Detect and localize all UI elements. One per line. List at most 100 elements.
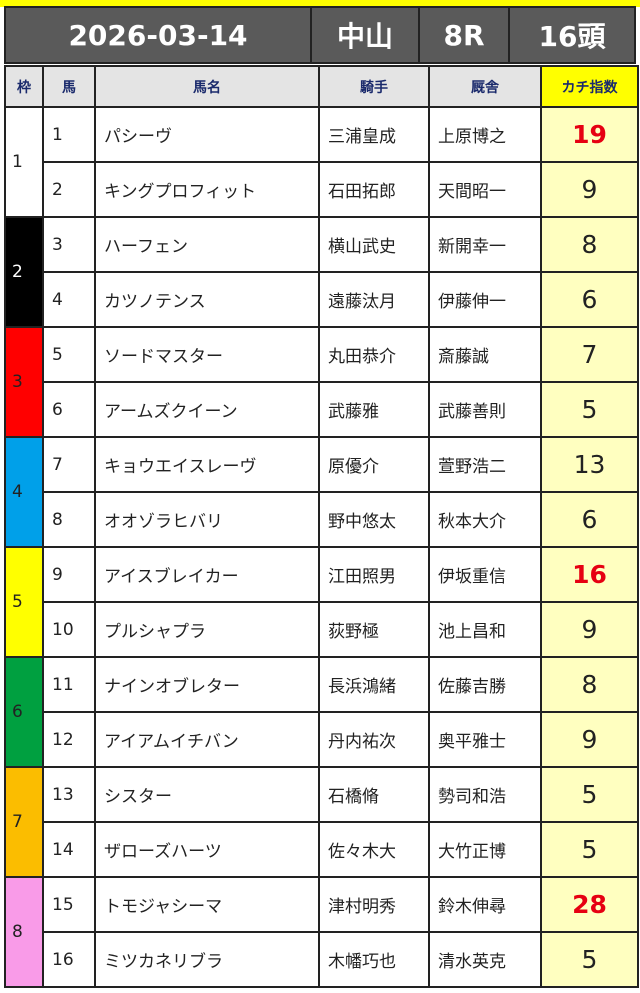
race-venue: 中山 [312,8,420,62]
table-row: 8 オオゾラヒバリ 野中悠太 秋本大介 6 [5,491,639,548]
horse-number: 11 [42,656,96,713]
horse-name: アームズクイーン [94,381,320,438]
kachi-index: 9 [540,601,639,658]
kachi-index: 5 [540,766,639,823]
jockey-name: 津村明秀 [318,876,430,933]
table-row: 4 7 キョウエイスレーヴ 原優介 萱野浩二 13 [4,436,639,548]
kachi-index: 8 [540,656,639,713]
kachi-index: 5 [540,381,639,438]
horse-name: パシーヴ [94,106,320,163]
trainer-name: 池上昌和 [428,601,542,658]
horse-number: 4 [42,271,96,328]
table-row: 12 アイアムイチバン 丹内祐次 奥平雅士 9 [5,711,639,768]
trainer-name: 奥平雅士 [428,711,542,768]
jockey-name: 木幡巧也 [318,931,430,988]
runner-count: 16頭 [538,20,606,53]
table-row: 7 13 シスター 石橋脩 勢司和浩 5 [4,766,639,878]
trainer-name: 上原博之 [428,106,542,163]
trainer-name: 大竹正博 [428,821,542,878]
jockey-name: 佐々木大 [318,821,430,878]
kachi-index: 5 [540,821,639,878]
horse-number: 10 [42,601,96,658]
col-num: 馬 [42,65,96,108]
waku-cell: 3 [4,326,44,438]
horse-number: 13 [42,766,96,823]
jockey-name: 遠藤汰月 [318,271,430,328]
horse-number: 16 [42,931,96,988]
jockey-name: 長浜鴻緒 [318,656,430,713]
kachi-index: 28 [540,876,639,933]
waku-cell: 7 [4,766,44,878]
kachi-index: 19 [540,106,639,163]
horse-name: オオゾラヒバリ [94,491,320,548]
horse-number: 3 [42,216,96,273]
race-table: 枠 馬 馬名 騎手 厩舎 カチ指数 1 1 パシーヴ 三浦皇成 上原博之 19 2 キングプロ… [4,65,639,988]
kachi-index: 8 [540,216,639,273]
horse-number: 8 [42,491,96,548]
trainer-name: 萱野浩二 [428,436,542,493]
col-jockey: 騎手 [318,65,430,108]
horse-name: プルシャプラ [94,601,320,658]
waku-cell: 6 [4,656,44,768]
kachi-index: 5 [540,931,639,988]
horse-number: 6 [42,381,96,438]
table-row: 14 ザローズハーツ 佐々木大 大竹正博 5 [5,821,639,878]
waku-cell: 4 [4,436,44,548]
horse-number: 15 [42,876,96,933]
horse-name: アイスブレイカー [94,546,320,603]
race-date: 2026-03-14 [6,8,312,62]
table-row: 2 キングプロフィット 石田拓郎 天間昭一 9 [5,161,639,218]
table-row: 5 9 アイスブレイカー 江田照男 伊坂重信 16 [4,546,639,658]
waku-cell: 8 [4,876,44,988]
jockey-name: 石田拓郎 [318,161,430,218]
horse-name: トモジャシーマ [94,876,320,933]
trainer-name: 新開幸一 [428,216,542,273]
trainer-name: 秋本大介 [428,491,542,548]
horse-name: キングプロフィット [94,161,320,218]
col-trainer: 厩舎 [428,65,542,108]
jockey-name: 三浦皇成 [318,106,430,163]
table-row: 3 5 ソードマスター 丸田恭介 斎藤誠 7 [4,326,639,438]
col-index: カチ指数 [540,65,639,108]
horse-name: カツノテンス [94,271,320,328]
jockey-name: 横山武史 [318,216,430,273]
kachi-index: 9 [540,161,639,218]
kachi-index: 13 [540,436,639,493]
table-row: 10 プルシャプラ 荻野極 池上昌和 9 [5,601,639,658]
table-row: 2 3 ハーフェン 横山武史 新開幸一 8 [4,216,639,328]
kachi-index: 6 [540,271,639,328]
horse-number: 12 [42,711,96,768]
waku-cell: 2 [4,216,44,328]
trainer-name: 勢司和浩 [428,766,542,823]
table-row: 1 1 パシーヴ 三浦皇成 上原博之 19 [4,106,639,218]
jockey-name: 丹内祐次 [318,711,430,768]
trainer-name: 天間昭一 [428,161,542,218]
trainer-name: 伊坂重信 [428,546,542,603]
horse-number: 7 [42,436,96,493]
table-row: 4 カツノテンス 遠藤汰月 伊藤伸一 6 [5,271,639,328]
trainer-name: 斎藤誠 [428,326,542,383]
trainer-name: 伊藤伸一 [428,271,542,328]
jockey-name: 野中悠太 [318,491,430,548]
horse-name: ソードマスター [94,326,320,383]
col-name: 馬名 [94,65,320,108]
table-row: 6 アームズクイーン 武藤雅 武藤善則 5 [5,381,639,438]
horse-name: キョウエイスレーヴ [94,436,320,493]
horse-name: シスター [94,766,320,823]
horse-number: 5 [42,326,96,383]
kachi-index: 16 [540,546,639,603]
jockey-name: 石橋脩 [318,766,430,823]
trainer-name: 清水英克 [428,931,542,988]
table-row: 8 15 トモジャシーマ 津村明秀 鈴木伸尋 28 [4,876,639,988]
horse-name: ザローズハーツ [94,821,320,878]
horse-number: 9 [42,546,96,603]
kachi-index: 6 [540,491,639,548]
trainer-name: 武藤善則 [428,381,542,438]
horse-name: ミツカネリブラ [94,931,320,988]
race-number: 8R [420,8,510,62]
horse-name: ナインオブレター [94,656,320,713]
jockey-name: 荻野極 [318,601,430,658]
horse-name: ハーフェン [94,216,320,273]
kachi-index: 9 [540,711,639,768]
horse-number: 1 [42,106,96,163]
